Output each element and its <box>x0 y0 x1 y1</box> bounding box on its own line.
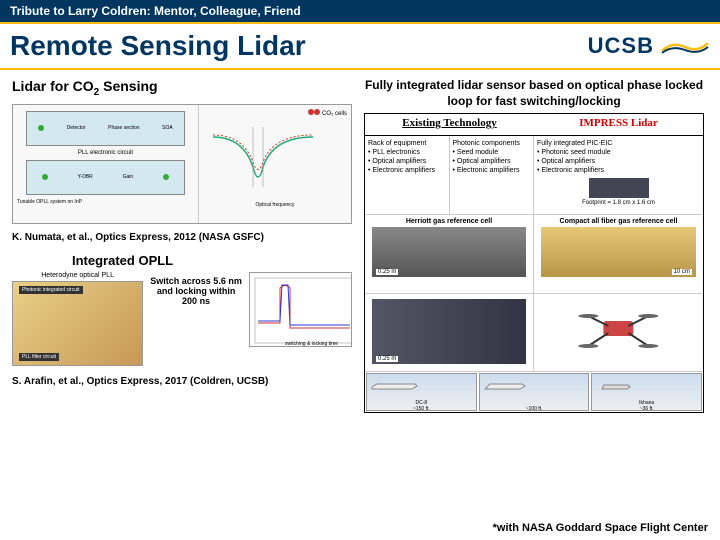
existing-header: Existing Technology <box>365 114 534 135</box>
vehicle-dc8: DC-8 ~150 ft. <box>366 373 477 411</box>
spectrum-curve <box>203 117 347 197</box>
bullets-3: Fully integrated PIC-EIC • Photonic seed… <box>537 139 700 175</box>
vehicle-ikhana: Ikhana ~36 ft. <box>591 373 702 411</box>
v1-alt: ~150 ft. <box>367 406 476 412</box>
scale-025b: 0.25 m <box>376 356 398 362</box>
vehicle-2: ~100 ft. <box>479 373 590 411</box>
row-components: Rack of equipment • PLL electronics • Op… <box>365 136 703 215</box>
drone-photo <box>545 301 692 356</box>
bullets-2: Photonic components • Seed module • Opti… <box>453 139 531 175</box>
laser-block-2: Y-DBRGain <box>26 160 185 195</box>
page-title: Remote Sensing Lidar <box>10 30 306 62</box>
content-area: Lidar for CO2 Sensing DetectorPhase sect… <box>0 70 720 421</box>
locking-chart: switching & locking time <box>249 272 352 347</box>
pic-eic-photo <box>589 178 649 198</box>
footprint: Footprint = 1.8 cm x 1.6 cm <box>537 200 700 206</box>
left-column: Lidar for CO2 Sensing DetectorPhase sect… <box>12 78 352 413</box>
co2-cells: CO₂ cells <box>203 109 347 117</box>
existing-photonic-bullets: Photonic components • Seed module • Opti… <box>450 136 535 214</box>
co2-title-post: Sensing <box>99 78 157 94</box>
co2-schematic: DetectorPhase sectionSOA PLL electronic … <box>13 105 199 223</box>
drone-cell <box>534 294 703 372</box>
scale-025: 0.25 m <box>376 269 398 275</box>
row-vehicles: DC-8 ~150 ft. ~100 ft. Ikhana ~36 ft. <box>365 372 703 412</box>
existing-rack-bullets: Rack of equipment • PLL electronics • Op… <box>365 136 450 214</box>
opll-chart-col: switching & locking time <box>249 272 352 347</box>
laser-block-1: DetectorPhase sectionSOA <box>26 111 185 146</box>
compare-header: Existing Technology IMPRESS Lidar <box>365 114 703 136</box>
rack-photo-cell: 0.25 m <box>365 294 534 372</box>
herriott-cell: Herriott gas reference cell 0.25 m <box>365 215 534 293</box>
opll-section: Heterodyne optical PLL Photonic integrat… <box>12 272 352 366</box>
opll-photo-col: Heterodyne optical PLL Photonic integrat… <box>12 272 143 366</box>
ucsb-logo: UCSB <box>588 33 710 59</box>
bullets-1: Rack of equipment • PLL electronics • Op… <box>368 139 446 175</box>
comparison-table: Existing Technology IMPRESS Lidar Rack o… <box>364 113 704 413</box>
opll-title: Integrated OPLL <box>72 253 352 268</box>
co2-diagram: DetectorPhase sectionSOA PLL electronic … <box>12 104 352 224</box>
opll-caption: Switch across 5.6 nm and locking within … <box>149 272 243 306</box>
co2-spectrum: CO₂ cells Optical frequency <box>199 105 351 223</box>
opll-photo-label: Heterodyne optical PLL <box>12 272 143 279</box>
fiber-cell: Compact all fiber gas reference cell 10 … <box>534 215 703 293</box>
header-main: Remote Sensing Lidar UCSB <box>0 24 720 70</box>
x-label: switching & locking time <box>285 341 338 346</box>
freq-label: Optical frequency <box>203 202 347 208</box>
pll-filter-label: PLL filter circuit <box>19 353 59 361</box>
right-title: Fully integrated lidar sensor based on o… <box>364 78 704 109</box>
wave-icon <box>660 37 710 55</box>
co2-title-pre: Lidar for CO <box>12 78 94 94</box>
co2-title: Lidar for CO2 Sensing <box>12 78 352 98</box>
citation-1: K. Numata, et al., Optics Express, 2012 … <box>12 232 352 243</box>
opll-chip-photo: Photonic integrated circuit PLL filter c… <box>12 281 143 366</box>
pic-label: Photonic integrated circuit <box>19 286 83 294</box>
impress-header: IMPRESS Lidar <box>534 114 703 135</box>
fiber-label: Compact all fiber gas reference cell <box>537 218 700 225</box>
citation-2: S. Arafin, et al., Optics Express, 2017 … <box>12 376 352 387</box>
row-rack: 0.25 m <box>365 294 703 373</box>
right-column: Fully integrated lidar sensor based on o… <box>364 78 704 413</box>
fiber-photo: 10 cm <box>541 227 696 277</box>
impress-bullets-cell: Fully integrated PIC-EIC • Photonic seed… <box>534 136 703 214</box>
v2-alt: ~100 ft. <box>480 406 589 412</box>
row-refcell: Herriott gas reference cell 0.25 m Compa… <box>365 215 703 294</box>
scale-10cm: 10 cm <box>672 269 692 275</box>
pll-label: PLL electronic circuit <box>21 150 190 156</box>
v3-alt: ~36 ft. <box>592 406 701 412</box>
herriott-photo: 0.25 m <box>372 227 526 277</box>
footer-note: *with NASA Goddard Space Flight Center <box>493 522 708 534</box>
rack-photo: 0.25 m <box>372 299 526 364</box>
tribute-banner: Tribute to Larry Coldren: Mentor, Collea… <box>0 0 720 24</box>
logo-text: UCSB <box>588 33 654 59</box>
herriott-label: Herriott gas reference cell <box>368 218 530 225</box>
caption-1: Tunable OPLL system on InP <box>17 199 194 205</box>
